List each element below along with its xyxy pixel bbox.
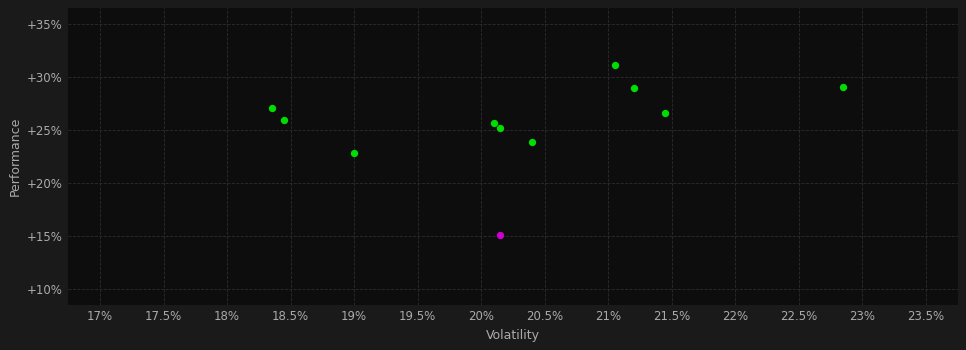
- Point: [836, 84, 851, 89]
- Point: [626, 85, 641, 91]
- Point: [658, 110, 673, 116]
- Point: [493, 125, 508, 131]
- Point: [607, 63, 622, 68]
- Point: [486, 120, 501, 125]
- Point: [276, 118, 292, 123]
- Point: [264, 105, 279, 111]
- Y-axis label: Performance: Performance: [9, 117, 21, 196]
- Point: [493, 232, 508, 238]
- Point: [347, 150, 362, 156]
- X-axis label: Volatility: Volatility: [486, 329, 540, 342]
- Point: [525, 139, 540, 145]
